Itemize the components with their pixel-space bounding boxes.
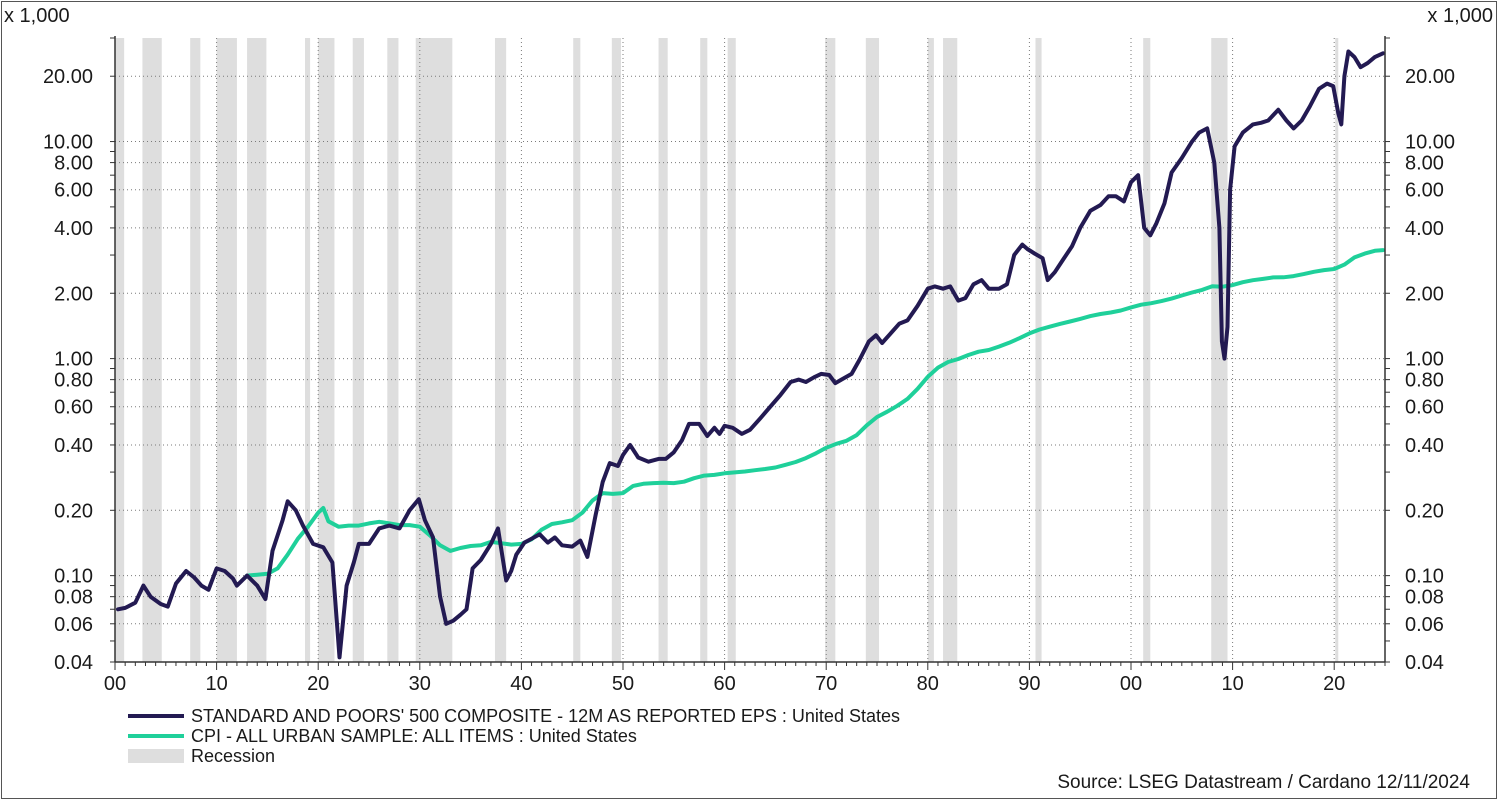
recession-band: [352, 38, 364, 662]
x-tick-label: 20: [307, 673, 329, 695]
y-tick-label-right: 10.00: [1405, 132, 1455, 154]
recession-band: [1143, 38, 1151, 662]
legend-label-eps: STANDARD AND POORS' 500 COMPOSITE - 12M …: [191, 706, 900, 726]
y-tick-label-right: 0.08: [1405, 587, 1444, 609]
recession-band: [216, 38, 237, 662]
recession-band: [1035, 38, 1042, 662]
x-tick-label: 80: [917, 673, 939, 695]
x-tick-label: 00: [104, 673, 126, 695]
recession-band: [247, 38, 267, 662]
y-tick-label-right: 0.60: [1405, 397, 1444, 419]
x-tick-label: 90: [1018, 673, 1040, 695]
recession-band: [142, 38, 162, 662]
series-lines: [116, 49, 1385, 660]
x-tick-label: 10: [205, 673, 227, 695]
y-tick-label-left: 1.00: [54, 349, 93, 371]
y-multiplier-left: x 1,000: [4, 5, 70, 27]
y-tick-label-right: 0.06: [1405, 614, 1444, 636]
y-tick-label-left: 8.00: [54, 153, 93, 175]
y-tick-label-left: 2.00: [54, 283, 93, 305]
x-tick-label: 70: [815, 673, 837, 695]
y-tick-label-left: 0.04: [54, 652, 93, 674]
recession-band: [727, 38, 736, 662]
x-tick-label: 10: [1221, 673, 1243, 695]
y-tick-label-right: 0.20: [1405, 500, 1444, 522]
legend-label-cpi: CPI - ALL URBAN SAMPLE: ALL ITEMS : Unit…: [191, 726, 637, 746]
y-tick-label-left: 10.00: [43, 132, 93, 154]
y-tick-label-left: 0.40: [54, 435, 93, 457]
y-tick-label-left: 0.06: [54, 614, 93, 636]
y-tick-label-right: 6.00: [1405, 180, 1444, 202]
x-tick-label: 40: [510, 673, 532, 695]
x-tick-label: 50: [612, 673, 634, 695]
recession-band: [927, 38, 934, 662]
y-tick-label-right: 1.00: [1405, 349, 1444, 371]
legend-swatch-recession: [128, 749, 184, 763]
eps-series-line: [116, 49, 1385, 660]
legend-swatch-cpi: [128, 734, 184, 738]
recession-bands: [115, 38, 1339, 662]
x-tick-label: 20: [1323, 673, 1345, 695]
y-tick-label-left: 0.08: [54, 587, 93, 609]
y-tick-label-right: 0.10: [1405, 566, 1444, 588]
x-tick-label: 60: [713, 673, 735, 695]
recession-band: [1335, 38, 1339, 662]
axes: [110, 36, 1390, 670]
y-tick-label-right: 0.40: [1405, 435, 1444, 457]
x-tick-label: 30: [409, 673, 431, 695]
recession-band: [700, 38, 708, 662]
recession-band: [865, 38, 880, 662]
tick-labels: 0.04 0.040.06 0.060.08 0.080.10 0.100.20 0.20…: [43, 66, 1455, 695]
recession-band: [387, 38, 399, 662]
y-tick-label-left: 0.80: [54, 370, 93, 392]
y-tick-label-right: 20.00: [1405, 66, 1455, 88]
recession-band: [573, 38, 581, 662]
y-tick-label-left: 0.60: [54, 397, 93, 419]
legend-swatch-eps: [128, 714, 184, 718]
gridlines: [114, 38, 1385, 663]
recession-band: [318, 38, 335, 662]
y-tick-label-right: 8.00: [1405, 153, 1444, 175]
y-tick-label-right: 2.00: [1405, 283, 1444, 305]
recession-band: [494, 38, 507, 662]
recession-band: [658, 38, 668, 662]
legend-label-recession: Recession: [191, 746, 276, 766]
cpi-series-line: [245, 248, 1385, 578]
x-tick-label: 00: [1120, 673, 1142, 695]
recession-band: [304, 38, 311, 662]
recession-band: [190, 38, 201, 662]
source-note: Source: LSEG Datastream / Cardano 12/11/…: [1057, 772, 1470, 793]
eps-cpi-log-chart: 0.04 0.040.06 0.060.08 0.080.10 0.100.20 0.20…: [4, 5, 1493, 695]
y-tick-label-left: 6.00: [54, 180, 93, 202]
recession-band: [415, 38, 453, 662]
y-tick-label-right: 0.80: [1405, 370, 1444, 392]
y-tick-label-right: 0.04: [1405, 652, 1444, 674]
recession-band: [611, 38, 621, 662]
y-tick-label-left: 4.00: [54, 218, 93, 240]
y-tick-label-left: 20.00: [43, 66, 93, 88]
recession-band: [943, 38, 958, 662]
recession-band: [825, 38, 836, 662]
y-tick-label-right: 4.00: [1405, 218, 1444, 240]
y-multiplier-right: x 1,000: [1427, 5, 1493, 27]
y-tick-label-left: 0.20: [54, 500, 93, 522]
recession-band: [115, 38, 125, 662]
y-tick-label-left: 0.10: [54, 566, 93, 588]
